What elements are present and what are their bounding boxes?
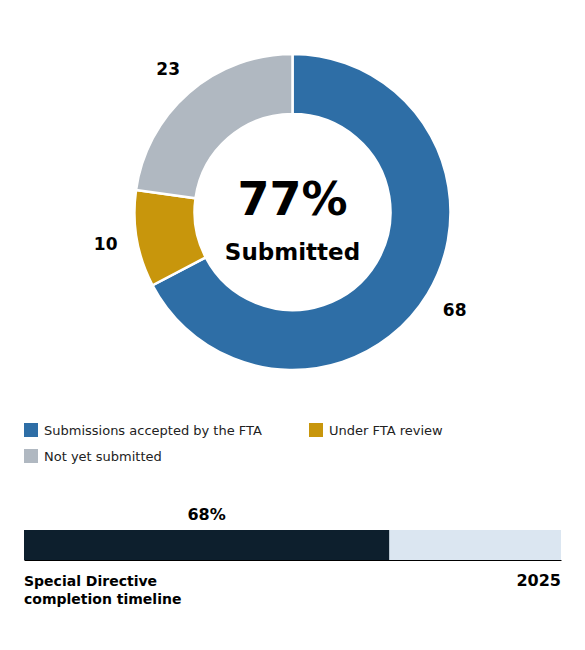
legend-item: Under FTA review (309, 423, 443, 438)
bar-track (24, 530, 561, 560)
data-label: 68% (187, 505, 225, 524)
slice (134, 190, 205, 285)
data-label: 68 (443, 300, 467, 320)
axis-domain (25, 560, 562, 561)
legend-label: Not yet submitted (44, 449, 162, 464)
legend-item: Not yet submitted (24, 449, 162, 464)
annotation: 2025 (516, 571, 561, 590)
pie: 68 10 23 77% Submitted (94, 54, 467, 370)
legend-label: Submissions accepted by the FTA (44, 423, 262, 438)
bar (24, 530, 389, 560)
legend-swatch (309, 423, 323, 437)
data-label: 10 (94, 234, 118, 254)
x-axis (25, 560, 562, 561)
center-text: 77% (237, 172, 347, 226)
center-text: Submitted (225, 239, 360, 265)
legend-item: Submissions accepted by the FTA (24, 423, 262, 438)
legend: Submissions accepted by the FTA Under FTA… (24, 423, 443, 464)
chart: 68 10 23 77% Submitted Submissions accepted b… (0, 0, 585, 650)
legend-label: Under FTA review (329, 423, 443, 438)
legend-swatch (24, 449, 38, 463)
data-label: 23 (156, 59, 180, 79)
annotation: Special Directivecompletion timeline (24, 573, 181, 607)
legend-swatch (24, 423, 38, 437)
bars (24, 530, 389, 560)
